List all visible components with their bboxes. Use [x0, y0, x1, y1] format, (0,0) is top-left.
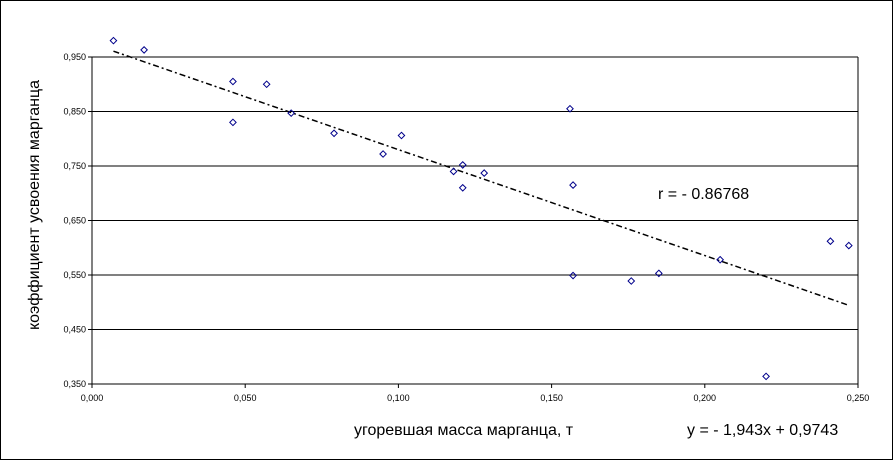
x-tick-label: 0,050 [234, 393, 257, 403]
x-tick-label: 0,150 [540, 393, 563, 403]
x-tick-label: 0,000 [81, 393, 104, 403]
y-tick-label: 0,850 [63, 107, 86, 117]
y-tick-label: 0,650 [63, 216, 86, 226]
data-point [109, 36, 118, 45]
data-point [458, 161, 467, 169]
data-point [229, 118, 237, 127]
data-point [566, 104, 574, 113]
y-axis-label: коэффициент усвоения марганца [26, 80, 43, 330]
data-point [654, 269, 663, 278]
data-point [569, 181, 577, 189]
data-point [229, 77, 237, 86]
trendline-group [113, 50, 850, 307]
data-point [826, 237, 835, 246]
data-point [140, 46, 148, 54]
axes [88, 56, 859, 388]
data-point [716, 255, 725, 264]
x-tick-label: 0,250 [847, 393, 870, 403]
y-tick-label: 0,450 [63, 325, 86, 335]
correlation-annotation: r = - 0.86768 [658, 186, 749, 203]
x-tick-label: 0,100 [387, 393, 410, 403]
data-point [287, 109, 296, 118]
trendline-equation: y = - 1,943x + 0,9743 [687, 422, 838, 439]
y-tick-label: 0,750 [63, 161, 86, 171]
data-point [458, 183, 467, 192]
data-point [762, 372, 770, 381]
y-tick-label: 0,550 [63, 270, 86, 280]
data-point [449, 167, 458, 176]
data-point [627, 277, 636, 285]
data-point [569, 271, 577, 280]
x-axis-label: угоревшая масса марганца, т [354, 422, 574, 439]
data-point [262, 80, 271, 89]
x-tick-label: 0,200 [694, 393, 717, 403]
data-point [330, 129, 338, 138]
data-point [480, 169, 489, 177]
data-points [109, 36, 853, 381]
trendline [113, 50, 850, 307]
data-point [379, 150, 387, 158]
tick-labels: 0,350 0,450 0,550 0,650 0,750 0,850 0,950 0,000… [63, 52, 869, 403]
y-tick-label: 0,350 [63, 379, 86, 389]
grid-lines [92, 56, 858, 385]
data-point [844, 241, 853, 250]
y-tick-label: 0,950 [63, 52, 86, 62]
data-point [397, 131, 406, 140]
